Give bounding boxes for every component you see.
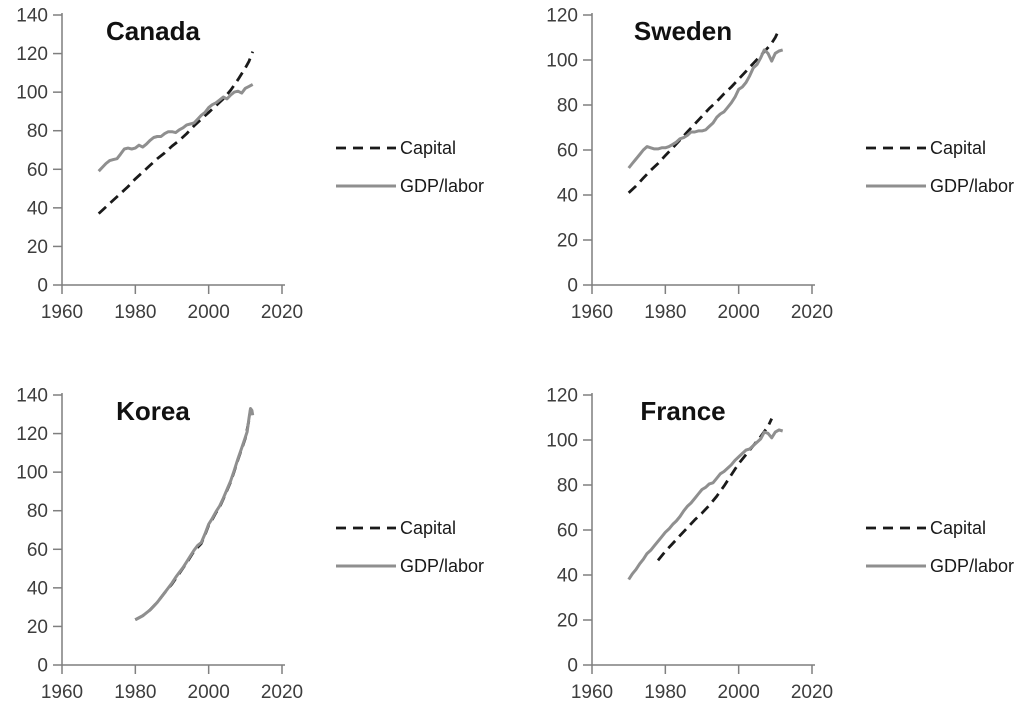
y-tick-label: 0 (37, 656, 48, 677)
gdp-labor-solid-line-swatch (336, 564, 396, 568)
x-tick-label: 1960 (41, 682, 83, 703)
y-tick-label: 120 (546, 6, 578, 27)
sweden-plot-area: 0 20 40 60 80 100 120 1960 1980 2000 2020 Sweden (530, 0, 865, 330)
y-tick-label: 100 (16, 83, 48, 104)
x-tick-label: 1960 (41, 302, 83, 323)
y-tick-label: 60 (557, 141, 578, 162)
y-tick-label: 0 (37, 276, 48, 297)
y-tick-label: 100 (546, 431, 578, 452)
canada-plot: 0 20 40 60 80 100 120 140 1960 1980 2000 2020 (16, 6, 303, 324)
gdp-labor-solid-line-swatch (866, 564, 926, 568)
y-tick-label: 120 (546, 386, 578, 407)
france-plot-area: 0 20 40 60 80 100 120 1960 1980 2000 2020 France (530, 380, 865, 710)
capital-series-line (97, 51, 255, 215)
y-tick-label: 100 (546, 51, 578, 72)
chart-cell-canada: 0 20 40 60 80 100 120 140 1960 1980 2000 2020 Canad… (0, 0, 512, 354)
france-plot: 0 20 40 60 80 100 120 1960 1980 2000 2020 (546, 386, 833, 704)
x-tick-label: 2000 (718, 682, 760, 703)
y-tick-label: 20 (27, 617, 48, 638)
x-tick-label: 2000 (188, 682, 230, 703)
x-tick-label: 1960 (571, 682, 613, 703)
capital-dashed-line-swatch (336, 526, 396, 530)
x-tick-label: 1980 (644, 682, 686, 703)
legend-item-capital: Capital (865, 514, 1014, 542)
sweden-plot: 0 20 40 60 80 100 120 1960 1980 2000 2020 (546, 6, 833, 324)
legend-label-capital: Capital (400, 517, 457, 538)
gdp-labor-solid-line-swatch (866, 184, 926, 188)
legend-item-gdp-labor: GDP/labor (865, 172, 1014, 200)
capital-dashed-line-swatch (866, 526, 926, 530)
legend-label-gdp-labor: GDP/labor (400, 555, 485, 576)
legend-label-capital: Capital (930, 517, 987, 538)
legend-item-gdp-labor: GDP/labor (865, 552, 1014, 580)
x-tick-label: 2020 (791, 682, 833, 703)
legend-label-gdp-labor: GDP/labor (400, 175, 485, 196)
y-tick-label: 40 (557, 186, 578, 207)
capital-series-line (627, 29, 781, 194)
korea-plot-area: 0 20 40 60 80 100 120 140 1960 1980 2000 2020 Korea (0, 380, 335, 710)
legend-canada: Capital GDP/labor (335, 134, 484, 210)
y-tick-label: 0 (567, 656, 578, 677)
gdp-labor-series-line (134, 407, 255, 622)
legend-item-gdp-labor: GDP/labor (335, 172, 484, 200)
capital-series-line (656, 418, 773, 562)
x-tick-label: 1980 (644, 302, 686, 323)
legend-label-gdp-labor: GDP/labor (930, 555, 1015, 576)
y-tick-label: 40 (27, 578, 48, 599)
y-tick-label: 60 (27, 540, 48, 561)
legend-label-capital: Capital (400, 137, 457, 158)
chart-cell-sweden: 0 20 40 60 80 100 120 1960 1980 2000 2020 Sweden C… (512, 0, 1024, 354)
y-tick-label: 20 (27, 237, 48, 258)
y-tick-label: 60 (557, 521, 578, 542)
chart-cell-france: 0 20 40 60 80 100 120 1960 1980 2000 2020 France C… (512, 354, 1024, 708)
capital-dashed-line-swatch (336, 146, 396, 150)
gdp-labor-series-line (97, 83, 254, 173)
y-tick-label: 120 (16, 44, 48, 65)
gdp-labor-solid-line-swatch (336, 184, 396, 188)
x-tick-label: 1980 (114, 302, 156, 323)
y-tick-label: 80 (557, 96, 578, 117)
gdp-labor-series-line (627, 48, 784, 169)
y-tick-label: 100 (16, 463, 48, 484)
korea-plot: 0 20 40 60 80 100 120 140 1960 1980 2000 2020 (16, 386, 303, 704)
y-tick-label: 20 (557, 231, 578, 252)
y-tick-label: 120 (16, 424, 48, 445)
legend-label-gdp-labor: GDP/labor (930, 175, 1015, 196)
capital-dashed-line-swatch (866, 146, 926, 150)
x-tick-label: 2020 (261, 302, 303, 323)
y-tick-label: 0 (567, 276, 578, 297)
x-tick-label: 2020 (791, 302, 833, 323)
y-tick-label: 80 (27, 501, 48, 522)
legend-sweden: Capital GDP/labor (865, 134, 1014, 210)
x-tick-label: 1960 (571, 302, 613, 323)
x-tick-label: 1980 (114, 682, 156, 703)
y-tick-label: 140 (16, 6, 48, 27)
y-tick-label: 60 (27, 160, 48, 181)
legend-label-capital: Capital (930, 137, 987, 158)
y-tick-label: 40 (557, 566, 578, 587)
x-tick-label: 2000 (718, 302, 760, 323)
y-tick-label: 80 (27, 121, 48, 142)
y-tick-label: 20 (557, 611, 578, 632)
y-tick-label: 40 (27, 198, 48, 219)
chart-cell-korea: 0 20 40 60 80 100 120 140 1960 1980 2000 2020 Korea… (0, 354, 512, 708)
y-tick-label: 140 (16, 386, 48, 407)
legend-korea: Capital GDP/labor (335, 514, 484, 590)
legend-france: Capital GDP/labor (865, 514, 1014, 590)
y-tick-label: 80 (557, 476, 578, 497)
legend-item-gdp-labor: GDP/labor (335, 552, 484, 580)
legend-item-capital: Capital (335, 514, 484, 542)
legend-item-capital: Capital (865, 134, 1014, 162)
x-tick-label: 2000 (188, 302, 230, 323)
legend-item-capital: Capital (335, 134, 484, 162)
canada-plot-area: 0 20 40 60 80 100 120 140 1960 1980 2000 2020 Canad… (0, 0, 335, 330)
x-tick-label: 2020 (261, 682, 303, 703)
capital-series-line (134, 408, 255, 621)
gdp-labor-series-line (627, 428, 784, 581)
